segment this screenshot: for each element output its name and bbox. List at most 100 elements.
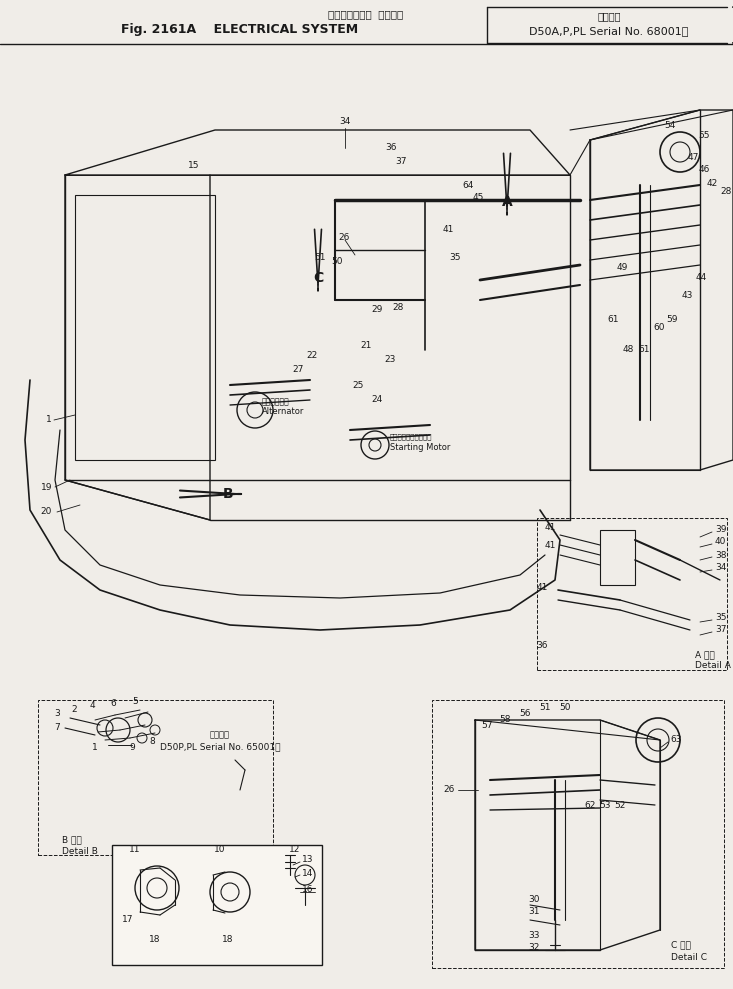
Text: エレクトリカル  システム: エレクトリカル システム (328, 9, 404, 19)
Text: 33: 33 (528, 931, 540, 940)
Text: 59: 59 (666, 315, 677, 324)
Text: 61: 61 (607, 315, 619, 324)
Text: 16: 16 (302, 885, 314, 894)
Text: Alternator: Alternator (262, 407, 304, 416)
Text: 56: 56 (519, 709, 531, 718)
Text: 29: 29 (372, 306, 383, 315)
Text: 1: 1 (46, 415, 52, 424)
Text: 13: 13 (302, 855, 314, 864)
Text: 38: 38 (715, 551, 726, 560)
Text: 26: 26 (338, 233, 350, 242)
Text: スターティングモータ: スターティングモータ (390, 434, 432, 440)
Text: 51: 51 (314, 252, 325, 261)
Text: 14: 14 (302, 868, 314, 877)
Text: 21: 21 (361, 340, 372, 349)
Text: 41: 41 (442, 225, 454, 234)
Text: 25: 25 (353, 381, 364, 390)
Text: 41: 41 (545, 523, 556, 532)
Text: 8: 8 (149, 738, 155, 747)
Text: 26: 26 (443, 785, 455, 794)
Text: 39: 39 (715, 525, 726, 534)
Text: 31: 31 (528, 908, 540, 917)
Text: 7: 7 (54, 724, 60, 733)
Bar (75, 195, 215, 460)
Text: 1: 1 (92, 744, 98, 753)
Bar (537, 518, 727, 670)
Text: Fig. 2161A    ELECTRICAL SYSTEM: Fig. 2161A ELECTRICAL SYSTEM (122, 24, 358, 37)
Text: A: A (501, 195, 512, 209)
Text: 10: 10 (214, 846, 226, 854)
Text: 64: 64 (463, 181, 474, 190)
Text: 23: 23 (384, 355, 396, 365)
Text: 54: 54 (664, 121, 675, 130)
Text: 35: 35 (715, 613, 726, 622)
Text: 58: 58 (499, 715, 511, 725)
Text: 36: 36 (385, 143, 397, 152)
Text: 53: 53 (600, 800, 611, 810)
Text: 22: 22 (306, 350, 317, 359)
Text: 27: 27 (292, 366, 303, 375)
Text: 42: 42 (707, 178, 718, 188)
Text: 45: 45 (472, 193, 484, 202)
Text: 36: 36 (537, 641, 548, 650)
Text: Detail C: Detail C (671, 952, 707, 961)
Text: 適用号機: 適用号機 (210, 731, 230, 740)
Text: 50: 50 (559, 703, 571, 712)
Text: 32: 32 (528, 944, 540, 952)
Text: 20: 20 (40, 507, 52, 516)
Text: 19: 19 (40, 483, 52, 492)
Text: 51: 51 (539, 703, 550, 712)
Text: C 詳細: C 詳細 (671, 941, 691, 949)
Text: 52: 52 (614, 800, 626, 810)
Bar (112, 845, 322, 965)
Text: 50: 50 (331, 257, 343, 266)
Text: 6: 6 (110, 699, 116, 708)
Text: 41: 41 (537, 584, 548, 592)
Text: 43: 43 (682, 291, 693, 300)
Text: 35: 35 (449, 253, 461, 262)
Text: 63: 63 (670, 736, 682, 745)
Text: 18: 18 (150, 936, 161, 944)
Text: 9: 9 (129, 744, 135, 753)
Text: 60: 60 (653, 323, 665, 332)
Text: オルタネータ: オルタネータ (262, 398, 290, 406)
Text: 44: 44 (696, 274, 707, 283)
Text: 40: 40 (715, 537, 726, 547)
Text: 5: 5 (132, 697, 138, 706)
Text: 11: 11 (129, 846, 141, 854)
Text: 37: 37 (395, 157, 407, 166)
Text: D50A,P,PL Serial No. 68001～: D50A,P,PL Serial No. 68001～ (529, 26, 689, 36)
Text: 41: 41 (545, 541, 556, 550)
Text: 57: 57 (482, 722, 493, 731)
Text: 2: 2 (71, 705, 77, 714)
Text: 61: 61 (638, 345, 649, 354)
Text: 18: 18 (222, 936, 234, 944)
Text: 62: 62 (584, 800, 596, 810)
Text: D50P,PL Serial No. 65001～: D50P,PL Serial No. 65001～ (160, 743, 280, 752)
Text: 37: 37 (715, 625, 726, 635)
Text: 47: 47 (688, 153, 699, 162)
Text: 55: 55 (698, 131, 710, 139)
Text: B 詳細: B 詳細 (62, 836, 82, 845)
Text: 24: 24 (372, 396, 383, 405)
Bar (432, 700, 724, 968)
Text: 28: 28 (392, 304, 404, 313)
Text: 15: 15 (188, 160, 200, 169)
Bar (38, 700, 273, 855)
Text: 適用号機: 適用号機 (597, 11, 621, 21)
Text: 17: 17 (122, 916, 133, 925)
Text: 12: 12 (290, 846, 301, 854)
Text: B: B (222, 487, 233, 501)
Text: 48: 48 (623, 345, 634, 354)
Text: 46: 46 (699, 165, 710, 174)
Text: 49: 49 (617, 263, 628, 273)
Text: C: C (313, 271, 323, 285)
Text: 30: 30 (528, 895, 540, 905)
Bar (600, 530, 635, 585)
Text: 28: 28 (720, 188, 732, 197)
Text: Detail A: Detail A (695, 661, 731, 670)
Text: A 詳細: A 詳細 (695, 651, 715, 660)
Text: Detail B: Detail B (62, 848, 98, 856)
Text: 4: 4 (89, 701, 95, 710)
Text: 34: 34 (339, 118, 350, 127)
